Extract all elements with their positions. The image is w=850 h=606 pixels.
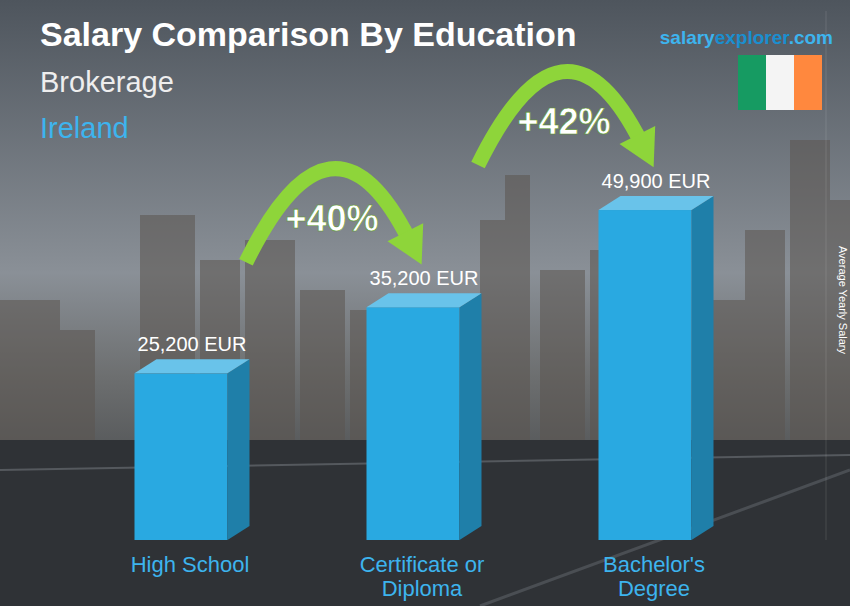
bar-top [367, 293, 482, 307]
arrow-head [388, 223, 424, 264]
category-line: Diploma [382, 576, 463, 601]
category-line: Degree [618, 576, 690, 601]
category-label: Certificate orDiploma [360, 552, 485, 601]
bar-top [599, 196, 714, 210]
growth-arrow [246, 169, 423, 265]
chart-svg: 25,200 EUR 35,200 EUR 49,900 EUR +40% +42% Hi… [0, 0, 850, 606]
bar-side [460, 293, 482, 540]
flag-stripe [738, 55, 766, 110]
flag-stripe [794, 55, 822, 110]
background [0, 0, 850, 606]
flag-stripe [766, 55, 794, 110]
building [540, 270, 585, 450]
category-line: Certificate or [360, 552, 485, 577]
bar-group [599, 196, 714, 540]
subtitle: Brokerage [40, 66, 174, 98]
building [245, 240, 295, 450]
bars [135, 196, 714, 540]
source-part: .com [789, 27, 833, 48]
data-label: 35,200 EUR [370, 267, 479, 289]
bar-side [692, 196, 714, 540]
y-axis-label: Average Yearly Salary [837, 246, 849, 355]
building [55, 330, 95, 450]
building [300, 290, 345, 450]
source: salaryexplorer.com [660, 27, 833, 48]
y-axis-line [826, 11, 827, 540]
data-label: 49,900 EUR [602, 170, 711, 192]
building [505, 175, 530, 450]
building [745, 230, 785, 450]
building [0, 300, 60, 450]
bar-front [367, 307, 460, 540]
bar-front [599, 210, 692, 540]
growth-label: +40% [285, 198, 378, 239]
flag [738, 55, 822, 110]
arrow-head [620, 126, 656, 167]
growth-label: +42% [517, 101, 610, 142]
location: Ireland [40, 112, 129, 144]
bar-group [367, 293, 482, 540]
bar-side [228, 359, 250, 540]
title: Salary Comparison By Education [40, 15, 577, 53]
source-part: salary [660, 27, 715, 48]
arrow-body [478, 71, 641, 165]
category-label: Bachelor'sDegree [603, 552, 705, 601]
bar-front [135, 373, 228, 540]
building [820, 200, 850, 450]
category-line: Bachelor's [603, 552, 705, 577]
data-label: 25,200 EUR [138, 333, 247, 355]
source-part: explorer [715, 27, 791, 48]
arrow-body [246, 169, 409, 263]
chart-wrapper: 25,200 EUR 35,200 EUR 49,900 EUR +40% +42% Hi… [0, 0, 850, 606]
bar-top [135, 359, 250, 373]
bar-group [135, 359, 250, 540]
growth-arrow [478, 71, 655, 167]
category-line: High School [131, 552, 250, 577]
category-label: High School [131, 552, 250, 577]
